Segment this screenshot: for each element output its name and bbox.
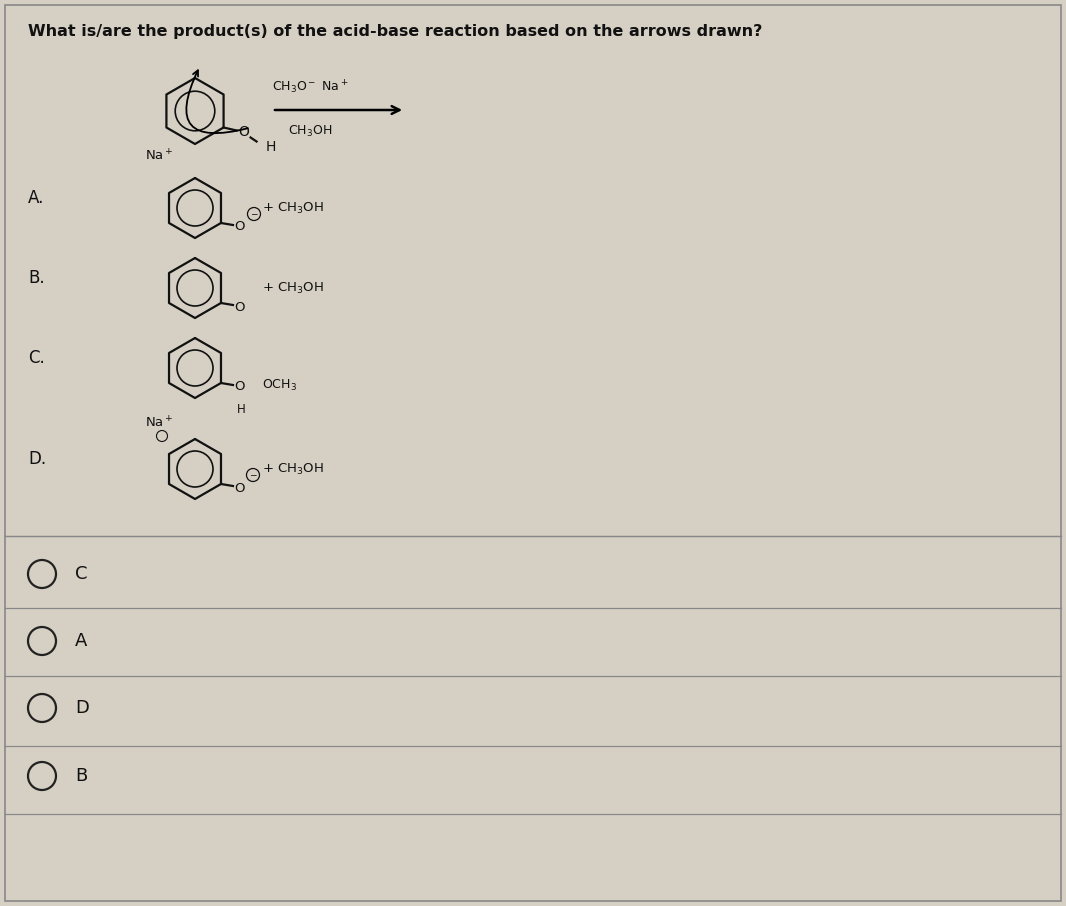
- Text: What is/are the product(s) of the acid-base reaction based on the arrows drawn?: What is/are the product(s) of the acid-b…: [28, 24, 762, 39]
- Text: O: O: [235, 220, 245, 234]
- Text: O: O: [235, 301, 245, 313]
- Text: O: O: [235, 481, 245, 495]
- Text: $-$: $-$: [248, 469, 257, 478]
- Text: D: D: [75, 699, 88, 717]
- Text: A: A: [75, 632, 87, 650]
- Text: C: C: [75, 565, 87, 583]
- Text: H: H: [265, 140, 276, 155]
- Text: H: H: [237, 403, 245, 416]
- Text: O: O: [235, 381, 245, 393]
- Text: + CH$_3$OH: + CH$_3$OH: [262, 461, 324, 477]
- Text: + CH$_3$OH: + CH$_3$OH: [262, 200, 324, 216]
- Text: D.: D.: [28, 450, 46, 468]
- Text: $-$: $-$: [249, 208, 258, 217]
- Text: + CH$_3$OH: + CH$_3$OH: [262, 281, 324, 295]
- Text: Na$^+$: Na$^+$: [145, 149, 174, 164]
- Text: CH$_3$O$^-$ Na$^+$: CH$_3$O$^-$ Na$^+$: [272, 79, 349, 96]
- Text: B.: B.: [28, 269, 45, 287]
- Text: CH$_3$OH: CH$_3$OH: [288, 124, 333, 140]
- Text: OCH$_3$: OCH$_3$: [262, 378, 297, 392]
- Text: A.: A.: [28, 189, 45, 207]
- Text: B: B: [75, 767, 87, 785]
- Text: Na$^+$: Na$^+$: [145, 416, 174, 431]
- Text: C.: C.: [28, 349, 45, 367]
- Text: O: O: [238, 126, 249, 140]
